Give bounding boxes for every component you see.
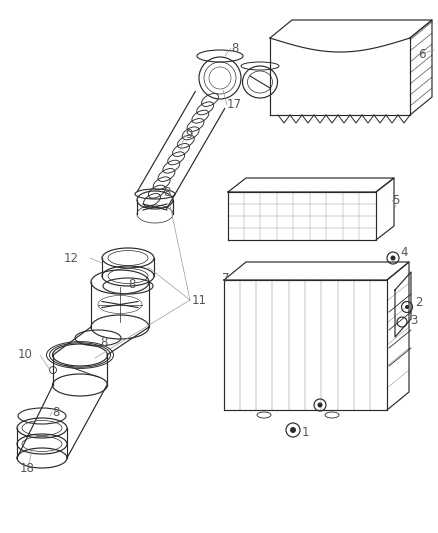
Text: 1: 1	[302, 425, 310, 439]
Text: 5: 5	[392, 193, 399, 206]
Text: 8: 8	[128, 278, 135, 290]
Text: 8: 8	[163, 185, 170, 198]
Circle shape	[391, 255, 396, 261]
Text: 11: 11	[192, 294, 207, 306]
Text: 8: 8	[100, 335, 107, 349]
Circle shape	[405, 305, 409, 309]
Text: 9: 9	[185, 128, 192, 141]
Circle shape	[318, 402, 322, 408]
Text: 12: 12	[64, 252, 79, 264]
Text: 17: 17	[227, 99, 242, 111]
Text: 8: 8	[52, 406, 60, 418]
Text: 10: 10	[18, 349, 33, 361]
Text: 7: 7	[222, 271, 230, 285]
Text: 3: 3	[410, 313, 417, 327]
Text: 4: 4	[400, 246, 407, 259]
Text: 18: 18	[20, 462, 35, 474]
Text: 8: 8	[231, 42, 238, 54]
Text: 2: 2	[415, 295, 423, 309]
Text: 6: 6	[418, 49, 425, 61]
Circle shape	[290, 427, 296, 433]
